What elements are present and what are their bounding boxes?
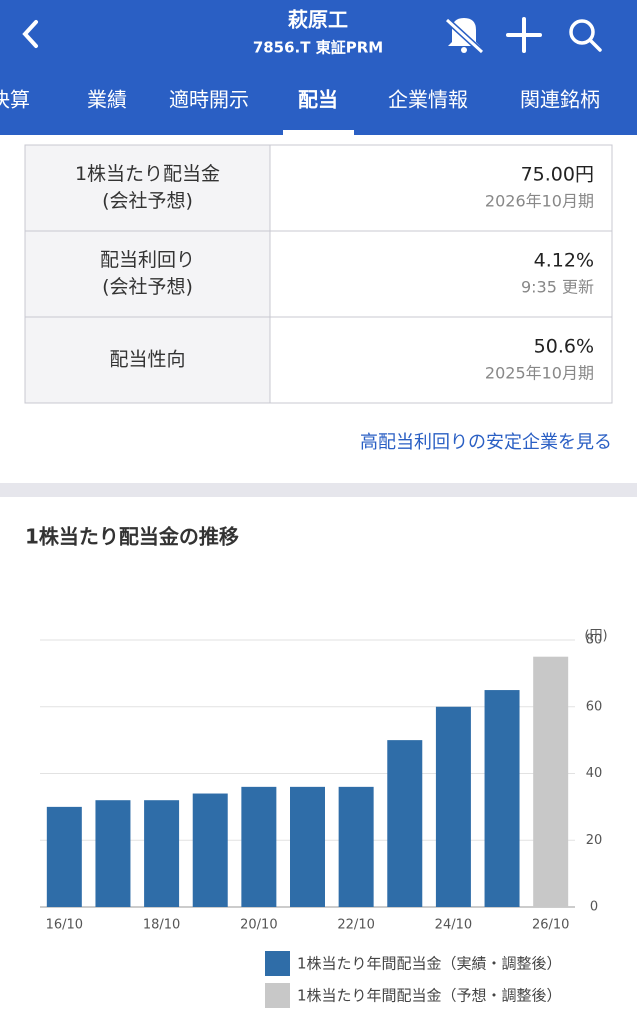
label-cell [24, 144, 271, 232]
bar [95, 800, 131, 907]
bar [144, 800, 180, 907]
separator [0, 483, 637, 497]
tab[interactable]: 業績 [87, 88, 127, 112]
y-tick-label: 60 [586, 699, 603, 714]
search-button[interactable] [569, 19, 602, 52]
active-tab-indicator [283, 130, 354, 135]
row-label: (会社予想) [102, 276, 193, 298]
bar [387, 740, 423, 907]
row-value: 4.12% [534, 250, 594, 272]
chart-title: 1株当たり配当金の推移 [25, 525, 239, 549]
row-label: 1株当たり配当金 [75, 163, 220, 185]
row-note: 9:35 更新 [521, 278, 594, 297]
x-tick-label: 16/10 [46, 918, 83, 933]
row-note: 2026年10月期 [485, 192, 594, 211]
x-tick-label: 24/10 [435, 918, 472, 933]
tab[interactable]: 関連銘柄 [520, 88, 600, 112]
row-label: 配当性向 [109, 349, 185, 371]
y-tick-label: 80 [586, 633, 603, 648]
bar [435, 706, 471, 907]
bar [338, 786, 374, 907]
header-title: 萩原工 [288, 8, 348, 32]
row-note: 2025年10月期 [485, 364, 594, 383]
value-cell [269, 316, 613, 404]
y-tick-label: 20 [586, 833, 603, 848]
row-label: 配当利回り [100, 249, 195, 271]
tab[interactable]: 企業情報 [388, 88, 468, 112]
notification-off-button[interactable] [444, 17, 485, 55]
bar [192, 793, 228, 907]
legend-swatch [265, 951, 290, 976]
label-cell [24, 316, 271, 404]
x-tick-label: 18/10 [143, 918, 180, 933]
tab[interactable]: 適時開示 [169, 88, 249, 112]
legend-swatch [265, 983, 290, 1008]
bar [484, 690, 520, 907]
link[interactable]: 高配当利回りの安定企業を見る [360, 432, 612, 453]
y-tick-label: 40 [586, 766, 603, 781]
value-cell [269, 230, 613, 318]
bar [290, 786, 325, 907]
x-tick-label: 22/10 [337, 918, 374, 933]
row-value: 75.00円 [521, 164, 594, 186]
tab[interactable]: 決算 [0, 88, 30, 112]
add-button[interactable] [506, 17, 542, 53]
bar [241, 786, 277, 907]
legend-label: 1株当たり年間配当金（予想・調整後） [297, 987, 562, 1005]
value-cell [269, 144, 613, 232]
legend-label: 1株当たり年間配当金（実績・調整後） [297, 955, 562, 973]
y-tick-label: 0 [590, 900, 598, 915]
y-unit: (円) [584, 629, 607, 644]
app-bar [0, 0, 637, 135]
row-label: (会社予想) [102, 190, 193, 212]
row-value: 50.6% [534, 336, 594, 358]
label-cell [24, 230, 271, 318]
bar [533, 656, 569, 907]
header-subtitle: 7856.T 東証PRM [253, 39, 383, 57]
back-button[interactable] [22, 20, 38, 48]
x-tick-label: 26/10 [532, 918, 569, 933]
tab[interactable]: 配当 [298, 88, 338, 112]
x-tick-label: 20/10 [240, 918, 277, 933]
bar [46, 806, 82, 907]
